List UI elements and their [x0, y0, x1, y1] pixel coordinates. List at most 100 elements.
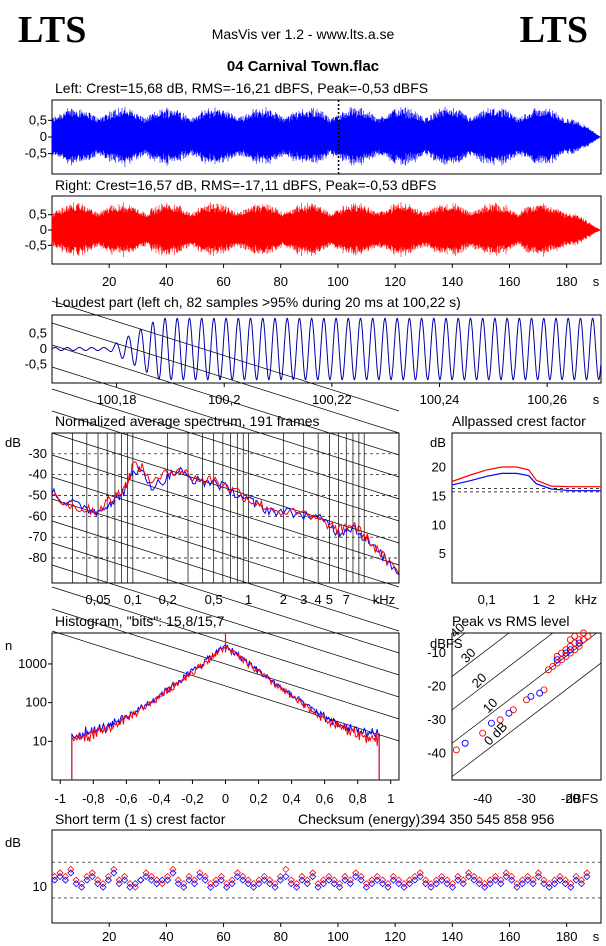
- right-waveform-ytick-1: 0: [40, 222, 47, 237]
- spectrum-slope-11: [51, 542, 400, 654]
- peak-rms-point-0-21: [553, 652, 561, 660]
- short-term-point-0-1: [56, 869, 64, 877]
- peak-rms-point-1-6: [562, 649, 570, 657]
- crest-factor-frame: [451, 432, 602, 584]
- short-term-point-1-10: [104, 876, 113, 884]
- spectrum-xtick-9: 7: [343, 592, 350, 607]
- short-term-point-1-91: [540, 880, 548, 888]
- short-term-point-1-36: [244, 880, 252, 888]
- short-term-point-1-88: [524, 876, 532, 884]
- short-term-point-0-42: [276, 872, 285, 881]
- short-term-point-0-38: [255, 876, 263, 884]
- short-term-point-0-52: [330, 876, 338, 884]
- short-term-point-0-11: [110, 865, 118, 873]
- right-waveform-xtick-8: 180: [556, 274, 578, 289]
- loudest-part-title: Loudest part (left ch, 82 samples >95% d…: [55, 294, 461, 310]
- spectrum-ytick-label-4: -70: [28, 529, 47, 544]
- short-term-point-1-2: [61, 876, 70, 884]
- short-term-point-0-95: [561, 876, 569, 884]
- short-term-point-1-50: [319, 880, 328, 888]
- short-term-xtick-4: 100: [327, 929, 349, 944]
- short-term-point-1-31: [217, 876, 225, 884]
- peak-rms-point-0-20: [558, 649, 566, 657]
- short-term-point-0-82: [491, 872, 500, 881]
- peak-rms-point-0-5: [540, 686, 548, 694]
- short-term-point-1-17: [142, 872, 150, 881]
- peak-rms-xtick-1: -30: [517, 791, 536, 806]
- spectrum-xtick-4: 1: [245, 592, 252, 607]
- short-term-point-0-92: [545, 880, 553, 888]
- histogram-xtick-8: 0,6: [316, 791, 334, 806]
- short-term-point-1-24: [180, 883, 188, 891]
- loudest-part-xtick-2: 100,22: [312, 392, 352, 407]
- crest-factor-xtick-3: kHz: [575, 592, 597, 607]
- spectrum-slope-10: [51, 520, 400, 632]
- peak-rms-point-0-24: [580, 629, 587, 637]
- short-term-point-0-76: [459, 876, 467, 884]
- peak-rms-point-0-11: [562, 646, 570, 654]
- short-term-point-1-74: [448, 883, 457, 891]
- short-term-point-0-97: [572, 872, 580, 881]
- peak-rms-point-0-7: [549, 662, 557, 670]
- short-term-point-0-23: [174, 876, 182, 884]
- short-term-point-1-57: [357, 876, 365, 884]
- short-term-point-0-35: [239, 872, 247, 881]
- short-term-point-0-24: [180, 880, 188, 888]
- short-term-point-0-16: [137, 876, 145, 884]
- short-term-xtick-7: 160: [499, 929, 521, 944]
- short-term-point-1-84: [502, 872, 510, 881]
- short-term-point-1-89: [529, 880, 537, 888]
- short-term-point-1-82: [491, 876, 500, 884]
- peak-rms-xtick-2: -20: [561, 791, 580, 806]
- spectrum-xtick-5: 2: [280, 592, 287, 607]
- crest-factor-xtick-2: 2: [548, 592, 555, 607]
- short-term-point-1-1: [56, 872, 64, 881]
- right-waveform-ytick-2: -0,5: [25, 237, 47, 252]
- short-term-point-0-47: [303, 876, 311, 884]
- short-term-point-0-63: [389, 872, 397, 881]
- short-term-point-1-93: [551, 880, 559, 888]
- short-term-point-1-7: [88, 872, 96, 881]
- short-term-point-1-13: [121, 876, 129, 884]
- short-term-point-0-81: [486, 876, 494, 884]
- right-waveform-xtick-1: 40: [159, 274, 173, 289]
- short-term-point-0-71: [432, 876, 440, 884]
- short-term-point-0-28: [201, 872, 209, 881]
- checksum-label: Checksum (energy):: [298, 811, 425, 827]
- peak-rms-point-0-8: [553, 659, 561, 667]
- spectrum-slope-0: [51, 300, 400, 412]
- spectrum-xtick-1: 0,1: [124, 592, 142, 607]
- peak-rms-diag-1: [451, 632, 510, 677]
- short-term-point-1-63: [389, 876, 397, 884]
- short-term-point-1-80: [481, 883, 489, 891]
- spectrum-series-1: [52, 461, 400, 575]
- short-term-point-1-18: [147, 876, 156, 884]
- short-term-point-1-12: [115, 880, 123, 888]
- short-term-point-0-60: [373, 872, 381, 881]
- spectrum-xtick-8: 5: [326, 592, 333, 607]
- short-term-point-1-49: [314, 883, 322, 891]
- left-waveform-ytick-0: 0,5: [29, 112, 47, 127]
- short-term-point-1-90: [534, 872, 543, 881]
- peak-rms-point-1-3: [527, 693, 535, 700]
- short-term-point-0-22: [169, 865, 177, 873]
- short-term-point-0-90: [534, 869, 543, 877]
- short-term-point-1-79: [475, 880, 483, 888]
- lts-logo-right: LTS: [519, 9, 588, 51]
- short-term-point-0-53: [336, 880, 344, 888]
- short-term-point-0-89: [529, 876, 537, 884]
- short-term-point-1-73: [443, 880, 451, 888]
- histogram-ylabel: n: [5, 638, 12, 653]
- short-term-point-1-81: [486, 880, 494, 888]
- short-term-point-1-39: [260, 876, 268, 884]
- spectrum-xtick-2: 0,2: [159, 592, 177, 607]
- short-term-point-0-77: [465, 869, 473, 877]
- peak-rms-point-0-22: [566, 636, 574, 644]
- short-term-point-1-14: [126, 883, 134, 891]
- peak-rms-point-0-12: [566, 649, 574, 657]
- spectrum-slope-12: [51, 564, 400, 676]
- short-term-point-0-33: [228, 876, 236, 884]
- short-term-point-0-43: [282, 865, 290, 873]
- short-term-point-0-10: [104, 872, 113, 881]
